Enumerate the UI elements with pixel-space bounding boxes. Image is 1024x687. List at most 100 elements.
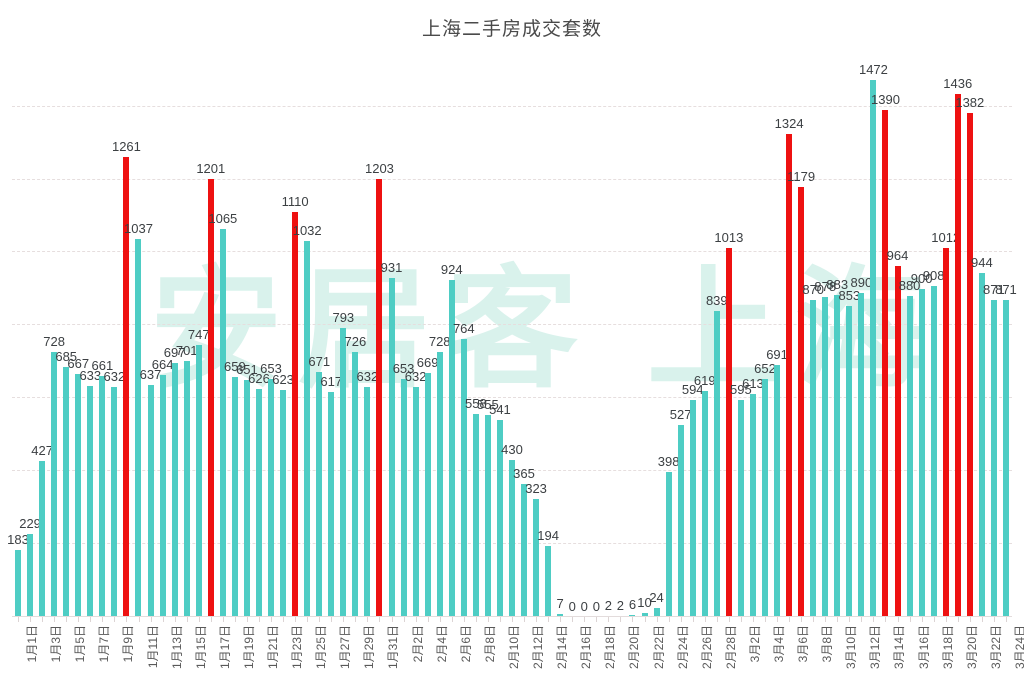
bar-slot[interactable]: 890 xyxy=(851,52,872,617)
bar-highlighted[interactable] xyxy=(966,113,973,617)
bar-highlighted[interactable] xyxy=(292,212,299,617)
bar-slot[interactable]: 661 xyxy=(91,52,113,617)
bar-slot[interactable]: 726 xyxy=(345,52,366,617)
bar-slot[interactable]: 1013 xyxy=(714,52,743,617)
bar-slot[interactable]: 747 xyxy=(188,52,210,617)
bar-slot[interactable]: 633 xyxy=(79,52,101,617)
bar-slot[interactable]: 1472 xyxy=(859,52,888,617)
bar[interactable] xyxy=(448,280,455,617)
bar[interactable] xyxy=(195,344,202,617)
bar-highlighted[interactable] xyxy=(207,179,214,617)
bar-slot[interactable]: 626 xyxy=(248,52,270,617)
bar[interactable] xyxy=(737,400,744,617)
bar-slot[interactable]: 595 xyxy=(730,52,752,617)
bar[interactable] xyxy=(51,351,58,617)
bar-slot[interactable]: 1436 xyxy=(943,52,972,617)
bar-slot[interactable]: 555 xyxy=(477,52,499,617)
bar-slot[interactable]: 652 xyxy=(754,52,776,617)
bar-slot[interactable]: 685 xyxy=(55,52,77,617)
bar[interactable] xyxy=(629,614,636,617)
bar[interactable] xyxy=(557,614,564,617)
bar-slot[interactable]: 931 xyxy=(381,52,402,617)
bar[interactable] xyxy=(436,351,443,617)
bar[interactable] xyxy=(846,306,853,617)
bar[interactable] xyxy=(701,391,708,617)
bar[interactable] xyxy=(496,419,503,617)
bar-slot[interactable]: 728 xyxy=(429,52,451,617)
bar[interactable] xyxy=(255,388,262,617)
bar[interactable] xyxy=(400,378,407,617)
bar-slot[interactable]: 632 xyxy=(405,52,426,617)
bar-slot[interactable]: 527 xyxy=(670,52,692,617)
bar[interactable] xyxy=(472,413,479,617)
bar-slot[interactable]: 1032 xyxy=(293,52,322,617)
bar[interactable] xyxy=(304,240,311,617)
bar-slot[interactable]: 323 xyxy=(525,52,547,617)
bar-slot[interactable]: 1110 xyxy=(282,52,309,617)
bar[interactable] xyxy=(677,424,684,617)
bar[interactable] xyxy=(521,483,528,617)
bar-slot[interactable]: 619 xyxy=(694,52,716,617)
bar[interactable] xyxy=(412,386,419,617)
bar-slot[interactable]: 183 xyxy=(7,52,29,617)
bar-slot[interactable]: 728 xyxy=(43,52,65,617)
bar[interactable] xyxy=(762,379,768,617)
bar[interactable] xyxy=(75,373,82,617)
bar-highlighted[interactable] xyxy=(725,247,732,617)
bar[interactable] xyxy=(858,292,865,617)
bar[interactable] xyxy=(219,228,226,617)
bar-slot[interactable]: 664 xyxy=(152,52,173,617)
bar-slot[interactable]: 880 xyxy=(899,52,920,617)
bar-slot[interactable]: 24 xyxy=(649,52,664,617)
bar-highlighted[interactable] xyxy=(798,187,805,617)
bar-slot[interactable]: 697 xyxy=(164,52,185,617)
bar[interactable] xyxy=(653,608,660,617)
bar-highlighted[interactable] xyxy=(786,134,793,617)
bar-slot[interactable]: 908 xyxy=(923,52,945,617)
bar[interactable] xyxy=(533,499,540,617)
bar-slot[interactable]: 0 xyxy=(578,52,590,617)
bar[interactable] xyxy=(159,374,166,617)
bar[interactable] xyxy=(183,361,190,617)
bar-slot[interactable]: 671 xyxy=(308,52,330,617)
bar-slot[interactable]: 871 xyxy=(983,52,1005,617)
bar[interactable] xyxy=(870,80,877,617)
bar[interactable] xyxy=(749,393,756,617)
bar-slot[interactable]: 229 xyxy=(19,52,41,617)
bar[interactable] xyxy=(39,461,46,617)
bar[interactable] xyxy=(460,338,467,617)
bar-slot[interactable]: 793 xyxy=(332,52,354,617)
bar[interactable] xyxy=(63,367,70,617)
bar-slot[interactable]: 632 xyxy=(104,52,125,617)
bar[interactable] xyxy=(1002,299,1009,617)
bar[interactable] xyxy=(918,288,925,617)
bar[interactable] xyxy=(111,386,118,617)
bar-slot[interactable]: 623 xyxy=(272,52,294,617)
bar-slot[interactable]: 1382 xyxy=(955,52,984,617)
bar-highlighted[interactable] xyxy=(894,265,901,617)
bar-slot[interactable]: 1261 xyxy=(112,52,141,617)
bar[interactable] xyxy=(665,471,672,617)
bar[interactable] xyxy=(364,386,371,617)
bar-highlighted[interactable] xyxy=(376,178,383,617)
bar-slot[interactable]: 691 xyxy=(766,52,788,617)
bar[interactable] xyxy=(822,296,829,617)
bar-slot[interactable]: 651 xyxy=(236,52,258,617)
bar[interactable] xyxy=(99,376,106,617)
bar[interactable] xyxy=(135,239,142,617)
bar[interactable] xyxy=(388,277,395,617)
bar[interactable] xyxy=(930,286,937,617)
bar[interactable] xyxy=(689,400,696,617)
bar[interactable] xyxy=(484,414,491,617)
bar[interactable] xyxy=(352,352,359,617)
bar-slot[interactable]: 883 xyxy=(826,52,848,617)
bar-slot[interactable]: 1065 xyxy=(208,52,237,617)
bar-slot[interactable]: 2 xyxy=(602,52,614,617)
bar[interactable] xyxy=(906,296,913,617)
bar-slot[interactable]: 1037 xyxy=(124,52,153,617)
bar-slot[interactable]: 1179 xyxy=(787,52,815,617)
bar-slot[interactable]: 964 xyxy=(887,52,908,617)
bar-slot[interactable]: 10 xyxy=(637,52,652,617)
bar-highlighted[interactable] xyxy=(123,157,130,617)
bar-slot[interactable]: 853 xyxy=(838,52,860,617)
